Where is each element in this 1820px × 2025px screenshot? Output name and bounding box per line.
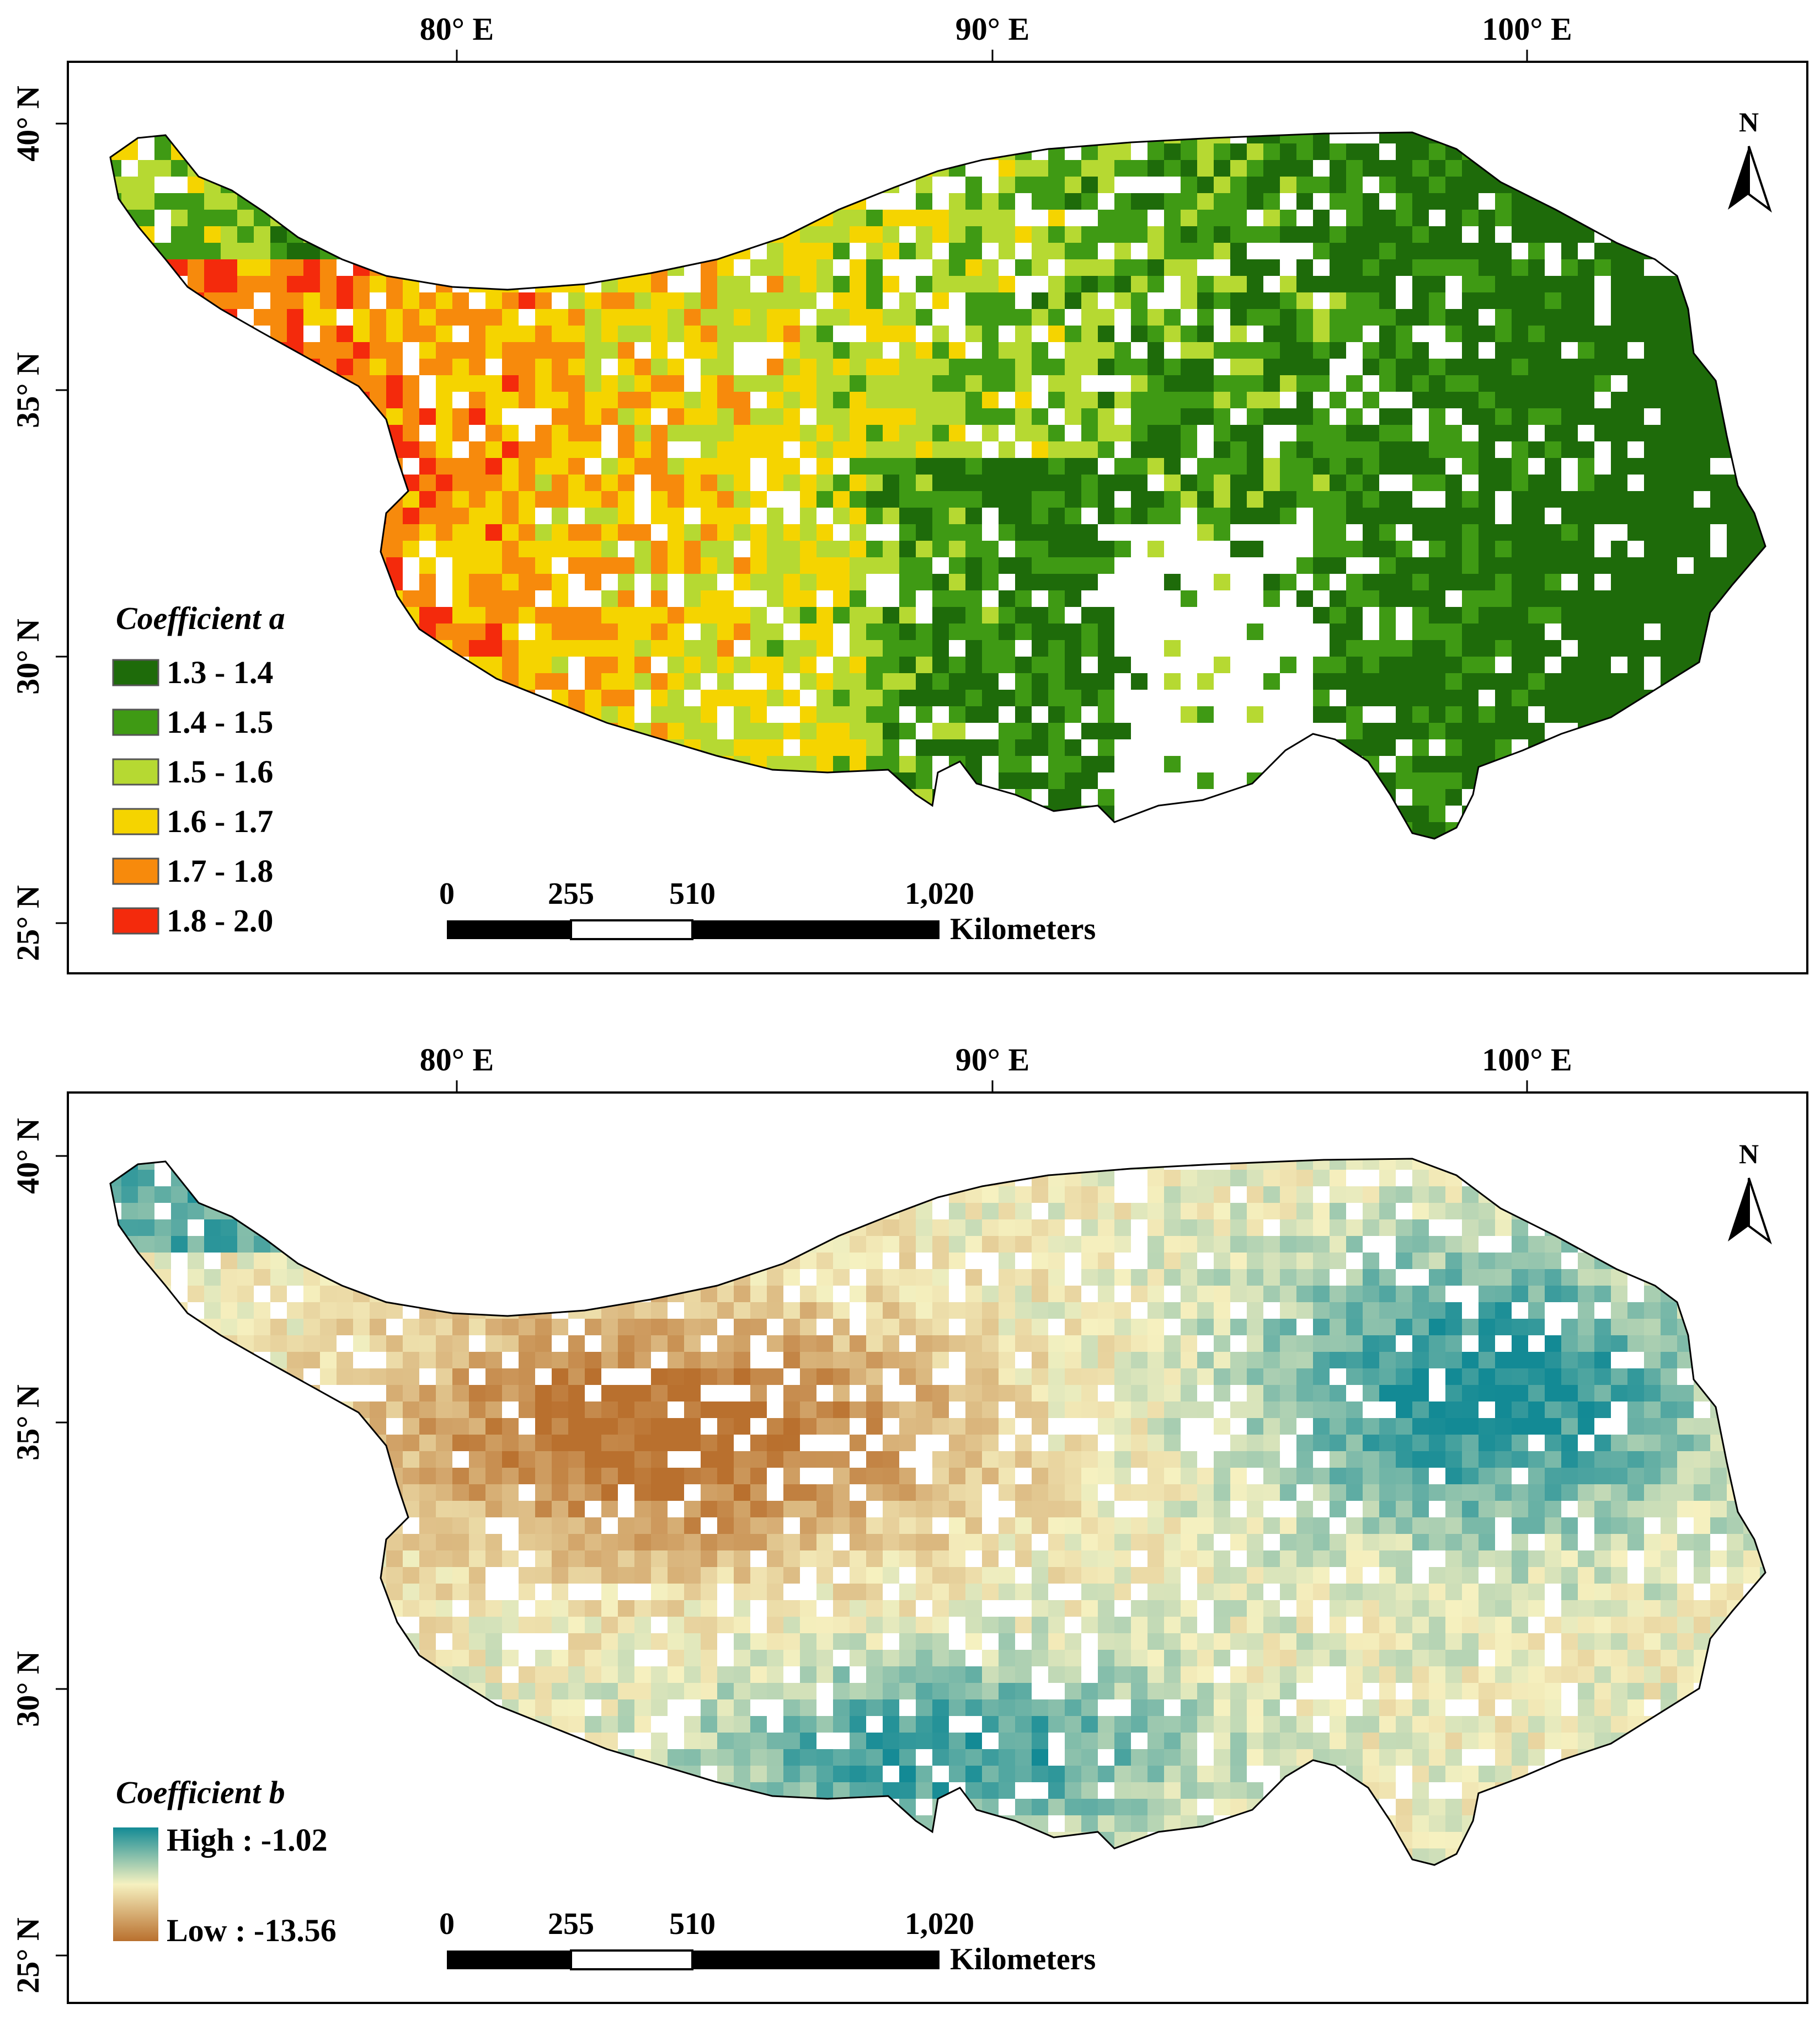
lon-label-100: 100° E	[1482, 11, 1572, 47]
lon-label-100-b: 100° E	[1482, 1042, 1572, 1078]
map-a-svg: 80° E 90° E 100° E 40° N 35° N 30° N 25°…	[10, 11, 1808, 974]
lon-label-80-b: 80° E	[420, 1042, 494, 1078]
lat-label-30-b: 30° N	[10, 1651, 46, 1727]
north-arrow-icon: N	[1728, 106, 1772, 213]
lat-label-25-b: 25° N	[10, 1917, 46, 1994]
legend-b-title: Coefficient b	[116, 1774, 285, 1810]
map-b-ticks	[56, 1080, 1528, 1957]
scale-bar-b: 0 255 510 1,020 Kilometers	[439, 1907, 1096, 1976]
legend-a: 1.3 - 1.4 1.4 - 1.5 1.5 - 1.6 1.6 - 1.7 1.7 …	[112, 654, 273, 939]
legend-a-swatch	[112, 907, 159, 935]
north-arrow-icon: N	[1728, 1138, 1772, 1245]
scale-tick-510-b: 510	[669, 1907, 716, 1941]
legend-a-label: 1.6 - 1.7	[167, 803, 273, 839]
north-arrow-label: N	[1739, 106, 1759, 137]
legend-a-swatch	[112, 708, 159, 736]
scale-tick-1020: 1,020	[905, 877, 974, 911]
lat-label-30: 30° N	[10, 619, 46, 695]
lon-label-80: 80° E	[420, 11, 494, 47]
scale-tick-0-b: 0	[439, 1907, 455, 1941]
scale-tick-255-b: 255	[548, 1907, 594, 1941]
legend-a-label: 1.8 - 2.0	[167, 903, 273, 939]
scale-tick-0: 0	[439, 877, 455, 911]
legend-a-label: 1.7 - 1.8	[167, 853, 273, 889]
north-arrow-label-b: N	[1739, 1138, 1759, 1169]
legend-b-low-label: Low : -13.56	[167, 1912, 337, 1948]
legend-a-swatch	[112, 758, 159, 786]
legend-a-swatch	[112, 659, 159, 686]
scale-tick-255: 255	[548, 877, 594, 911]
scale-tick-510: 510	[669, 877, 716, 911]
lat-label-40-b: 40° N	[10, 1118, 46, 1194]
legend-a-swatch	[112, 857, 159, 885]
map-panel-coefficient-b: 80° E 90° E 100° E 40° N 35° N 30° N 25°…	[0, 1037, 1820, 2025]
map-b-svg: 80° E 90° E 100° E 40° N 35° N 30° N 25°…	[10, 1042, 1808, 2004]
scale-unit: Kilometers	[950, 912, 1096, 946]
legend-a-title: Coefficient a	[116, 600, 285, 636]
legend-a-label: 1.3 - 1.4	[167, 654, 273, 690]
lat-label-40: 40° N	[10, 86, 46, 162]
legend-a-label: 1.5 - 1.6	[167, 754, 273, 790]
map-panel-coefficient-a: 80° E 90° E 100° E 40° N 35° N 30° N 25°…	[0, 0, 1820, 1010]
legend-b-high-label: High : -1.02	[167, 1822, 328, 1858]
lat-label-25: 25° N	[10, 885, 46, 961]
scale-bar-a: 0 255 510 1,020 Kilometers	[439, 877, 1096, 946]
lat-label-35: 35° N	[10, 352, 46, 428]
legend-a-swatch	[112, 808, 159, 835]
map-a-ticks	[56, 50, 1528, 924]
lat-label-35-b: 35° N	[10, 1384, 46, 1461]
scale-unit-b: Kilometers	[950, 1942, 1096, 1976]
legend-b-color-ramp	[113, 1827, 158, 1941]
lon-label-90: 90° E	[956, 11, 1029, 47]
scale-tick-1020-b: 1,020	[905, 1907, 974, 1941]
lon-label-90-b: 90° E	[956, 1042, 1029, 1078]
legend-a-label: 1.4 - 1.5	[167, 704, 273, 740]
